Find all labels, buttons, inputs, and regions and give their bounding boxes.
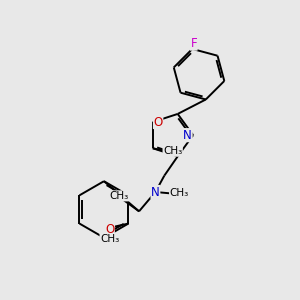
- Text: O: O: [105, 223, 114, 236]
- Text: O: O: [154, 116, 163, 128]
- Text: N: N: [183, 129, 192, 142]
- Text: CH₃: CH₃: [169, 188, 189, 199]
- Text: CH₃: CH₃: [110, 191, 129, 201]
- Text: CH₃: CH₃: [100, 234, 119, 244]
- Text: N: N: [151, 185, 160, 199]
- Text: F: F: [190, 37, 197, 50]
- Text: CH₃: CH₃: [163, 146, 182, 156]
